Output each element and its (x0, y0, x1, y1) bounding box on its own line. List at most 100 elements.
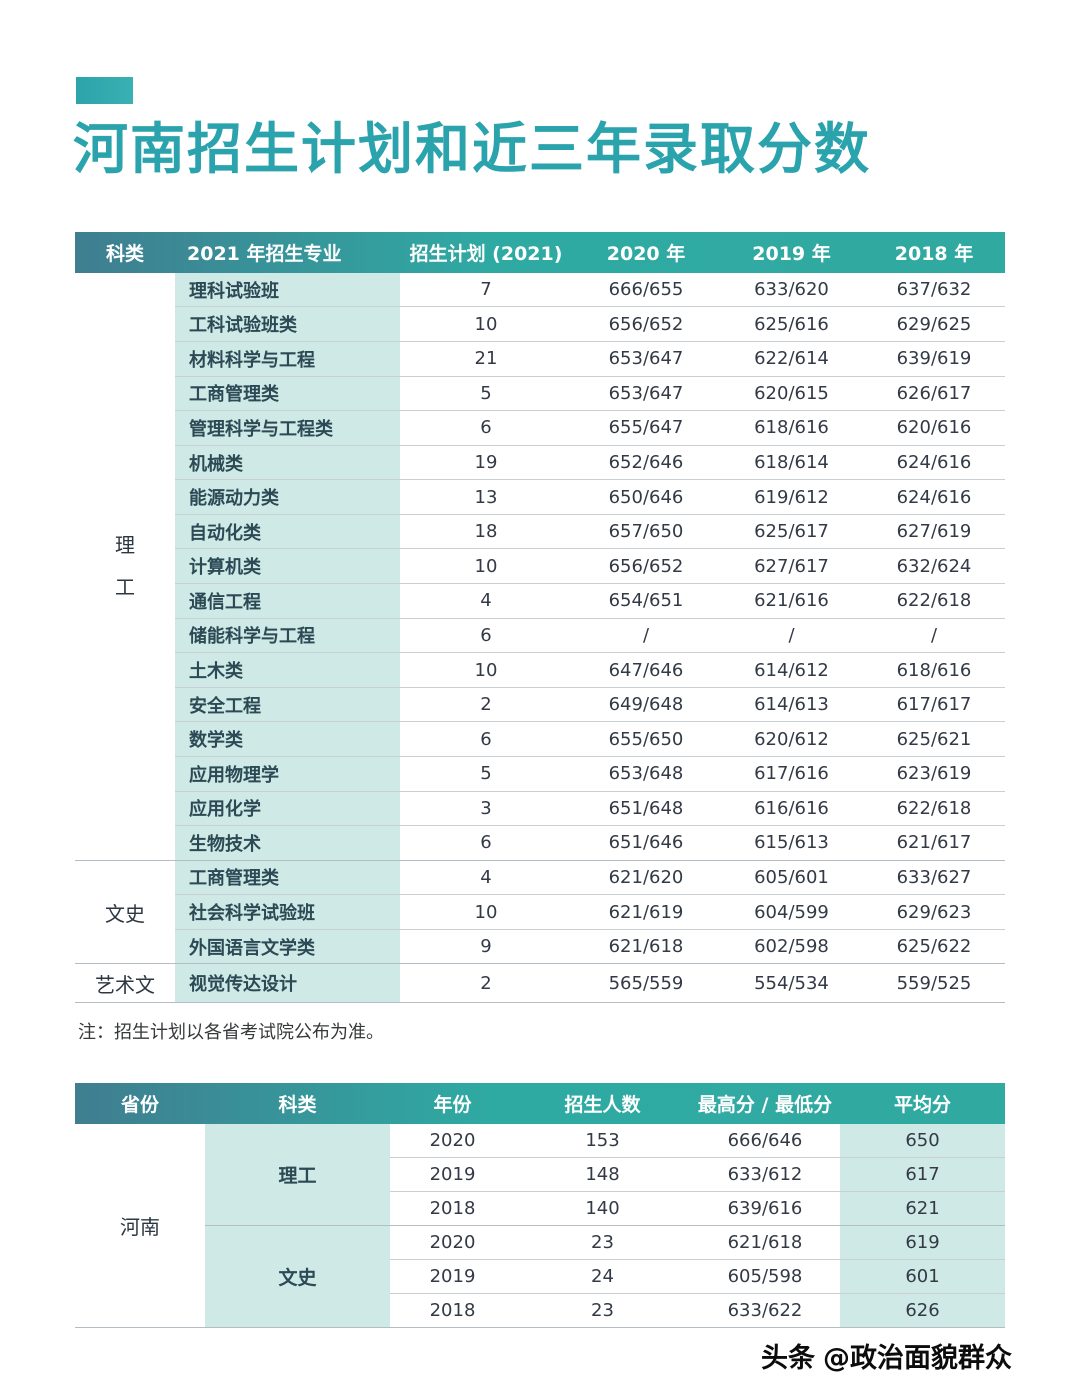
province-cell: 河南 (75, 1124, 205, 1328)
major-cell: 通信工程 (175, 583, 400, 619)
summary-category-cell: 理工 (205, 1124, 390, 1226)
summary-header-row: 省份 科类 年份 招生人数 最高分 / 最低分 平均分 (75, 1083, 1005, 1124)
major-cell: 材料科学与工程 (175, 341, 400, 377)
average-cell: 621 (840, 1191, 1005, 1226)
score-2018-cell: 633/627 (863, 860, 1005, 896)
watermark-logo: 头条 (761, 1343, 815, 1374)
major-cell: 理科试验班 (175, 273, 400, 308)
score-2019-cell: 618/614 (720, 445, 863, 481)
column-header-4: 2019 年 (752, 243, 831, 265)
score-2020-cell: / (572, 618, 720, 654)
score-2020-cell: 653/647 (572, 376, 720, 412)
score-2018-cell: 629/623 (863, 894, 1005, 930)
major-cell: 社会科学试验班 (175, 894, 400, 930)
score-2020-cell: 653/647 (572, 341, 720, 377)
score-2019-cell: 627/617 (720, 548, 863, 585)
category-cell: 文史 (75, 860, 175, 965)
admissions-row: 应用物理学 5 653/648 617/616 623/619 (75, 756, 1005, 792)
plan-cell: 2 (400, 687, 572, 723)
score-2019-cell: 604/599 (720, 894, 863, 930)
score-2019-cell: 620/612 (720, 721, 863, 757)
summary-row: 2019 24 605/598 601 (75, 1259, 1005, 1294)
major-cell: 工商管理类 (175, 860, 400, 896)
admissions-row: 安全工程 2 649/648 614/613 617/617 (75, 687, 1005, 723)
plan-cell: 7 (400, 273, 572, 308)
plan-cell: 5 (400, 756, 572, 792)
category-cell: 艺术文 (75, 963, 175, 1003)
score-2020-cell: 621/618 (572, 929, 720, 965)
plan-cell: 2 (400, 963, 572, 1003)
admissions-row: 计算机类 10 656/652 627/617 632/624 (75, 548, 1005, 585)
average-cell: 619 (840, 1225, 1005, 1260)
score-range-cell: 639/616 (690, 1191, 840, 1226)
admissions-row: 土木类 10 647/646 614/612 618/616 (75, 652, 1005, 688)
score-range-cell: 633/612 (690, 1157, 840, 1192)
summary-table-body: 河南 理工 2020 153 666/646 650 2019 148 633/612 617 20… (75, 1124, 1005, 1329)
year-cell: 2019 (390, 1157, 515, 1192)
plan-cell: 19 (400, 445, 572, 481)
page-title: 河南招生计划和近三年录取分数 (73, 117, 872, 181)
major-cell: 机械类 (175, 445, 400, 481)
column-header-3: 招生人数 (564, 1094, 641, 1116)
admissions-row: 机械类 19 652/646 618/614 624/616 (75, 445, 1005, 481)
average-cell: 617 (840, 1157, 1005, 1192)
average-cell: 601 (840, 1259, 1005, 1294)
column-header-1: 科类 (278, 1094, 317, 1116)
plan-cell: 10 (400, 652, 572, 688)
column-header-5: 2018 年 (894, 243, 974, 265)
major-cell: 生物技术 (175, 825, 400, 861)
plan-cell: 6 (400, 721, 572, 757)
admissions-row: 社会科学试验班 10 621/619 604/599 629/623 (75, 894, 1005, 930)
major-cell: 视觉传达设计 (175, 963, 400, 1003)
score-2020-cell: 647/646 (572, 652, 720, 688)
count-cell: 23 (515, 1293, 690, 1329)
admissions-row: 自动化类 18 657/650 625/617 627/619 (75, 514, 1005, 550)
count-cell: 140 (515, 1191, 690, 1226)
score-2020-cell: 651/646 (572, 825, 720, 861)
admissions-table: 科类 2021 年招生专业 招生计划 (2021) 2020 年 2019 年 2018 … (75, 232, 1005, 1003)
score-range-cell: 666/646 (690, 1124, 840, 1158)
major-cell: 安全工程 (175, 687, 400, 723)
average-cell: 650 (840, 1124, 1005, 1158)
plan-cell: 4 (400, 860, 572, 896)
admissions-row: 理工理科试验班 7 666/655 633/620 637/632 (75, 273, 1005, 861)
category-cell: 理工 (75, 273, 175, 861)
score-2019-cell: 617/616 (720, 756, 863, 792)
admissions-row: 通信工程 4 654/651 621/616 622/618 (75, 583, 1005, 619)
score-2018-cell: 621/617 (863, 825, 1005, 861)
average-cell: 626 (840, 1293, 1005, 1329)
plan-cell: 21 (400, 341, 572, 377)
score-2019-cell: 622/614 (720, 341, 863, 377)
score-2019-cell: 605/601 (720, 860, 863, 896)
plan-cell: 3 (400, 791, 572, 827)
score-2018-cell: 625/622 (863, 929, 1005, 965)
plan-cell: 4 (400, 583, 572, 619)
year-cell: 2018 (390, 1191, 515, 1226)
score-2020-cell: 651/648 (572, 791, 720, 827)
column-header-4: 最高分 / 最低分 (697, 1094, 833, 1116)
column-header-0: 省份 (120, 1094, 159, 1116)
count-cell: 24 (515, 1259, 690, 1294)
score-2019-cell: 614/613 (720, 687, 863, 723)
score-2019-cell: 616/616 (720, 791, 863, 827)
score-2018-cell: 624/616 (863, 445, 1005, 481)
major-cell: 应用物理学 (175, 756, 400, 792)
watermark-handle: @政治面貌群众 (823, 1343, 1012, 1374)
admissions-header-row: 科类 2021 年招生专业 招生计划 (2021) 2020 年 2019 年 2018 … (75, 232, 1005, 273)
admissions-row: 能源动力类 13 650/646 619/612 624/616 (75, 479, 1005, 515)
admissions-row: 工商管理类 5 653/647 620/615 626/617 (75, 376, 1005, 412)
plan-cell: 10 (400, 548, 572, 585)
score-2020-cell: 654/651 (572, 583, 720, 619)
score-2018-cell: 620/616 (863, 410, 1005, 446)
admissions-row: 艺术文 视觉传达设计 2 565/559 554/534 559/525 (75, 963, 1005, 1003)
score-2019-cell: 602/598 (720, 929, 863, 965)
major-cell: 管理科学与工程类 (175, 410, 400, 446)
score-2018-cell: 624/616 (863, 479, 1005, 515)
count-cell: 153 (515, 1124, 690, 1158)
year-cell: 2019 (390, 1259, 515, 1294)
score-2020-cell: 656/652 (572, 306, 720, 343)
admissions-row: 数学类 6 655/650 620/612 625/621 (75, 721, 1005, 757)
score-2020-cell: 657/650 (572, 514, 720, 550)
score-2019-cell: / (720, 618, 863, 654)
score-2018-cell: 623/619 (863, 756, 1005, 792)
